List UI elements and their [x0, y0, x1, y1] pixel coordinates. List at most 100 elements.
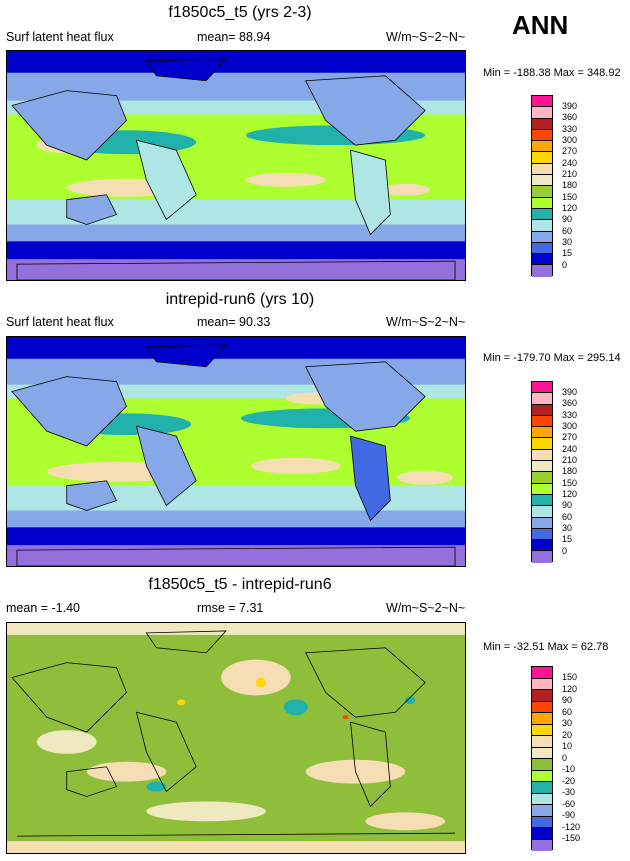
colorbar-box: [532, 713, 552, 725]
colorbar-label: -150: [562, 833, 581, 843]
colorbar-box: [532, 793, 552, 805]
colorbar-box: [532, 186, 552, 198]
panel3-rmse: rmse = 7.31: [197, 601, 264, 615]
colorbar-box: [532, 805, 552, 817]
colorbar-box: [532, 382, 552, 394]
colorbar-label: 240: [562, 158, 578, 168]
colorbar-label: 15: [562, 534, 573, 544]
colorbar-label: 90: [562, 500, 573, 510]
colorbar-box: [532, 528, 552, 541]
colorbar-label: 20: [562, 730, 573, 740]
colorbar-label: 0: [562, 260, 568, 270]
panel1-mean: mean= 88.94: [197, 30, 271, 44]
colorbar-box: [532, 449, 552, 462]
colorbar-box: [532, 461, 552, 473]
colorbar-box: [532, 404, 552, 416]
colorbar-box: [532, 265, 552, 277]
colorbar-label: -10: [562, 764, 576, 774]
colorbar-box: [532, 483, 552, 495]
colorbar-label: -60: [562, 799, 576, 809]
panel3-minmax: Min = -32.51 Max = 62.78: [483, 641, 609, 653]
colorbar-box: [532, 667, 552, 679]
colorbar-box: [532, 759, 552, 771]
panel2-mean: mean= 90.33: [197, 315, 271, 329]
colorbar-label: 330: [562, 124, 578, 134]
colorbar-box: [532, 724, 552, 736]
colorbar-label: 270: [562, 146, 578, 156]
colorbar-box: [532, 197, 552, 209]
panel2-minmax: Min = -179.70 Max = 295.14: [483, 352, 621, 364]
colorbar-label: 390: [562, 101, 578, 111]
panel3-units: W/m~S~2~N~: [386, 601, 466, 615]
colorbar-label: 180: [562, 180, 578, 190]
colorbar-box: [532, 231, 552, 243]
panel3-mean: mean = -1.40: [6, 601, 81, 615]
colorbar-box: [532, 770, 552, 782]
colorbar-label: 150: [562, 478, 578, 488]
colorbar-label: 300: [562, 135, 578, 145]
panel1-map-svg: [7, 51, 465, 280]
panel1-minmax: Min = -188.38 Max = 348.92: [483, 67, 621, 79]
colorbar-label: 240: [562, 444, 578, 454]
colorbar-label: 390: [562, 387, 578, 397]
panel2-title: intrepid-run6 (yrs 10): [165, 291, 315, 308]
colorbar-box: [532, 129, 552, 142]
colorbar-label: 10: [562, 741, 573, 751]
colorbar-label: 360: [562, 398, 578, 408]
colorbar-box: [532, 839, 552, 851]
colorbar-box: [532, 438, 552, 450]
colorbar-box: [532, 118, 552, 130]
colorbar-label: -30: [562, 787, 576, 797]
panel1-field-label: Surf latent heat flux: [6, 30, 114, 44]
colorbar-box: [532, 141, 552, 153]
colorbar-label: 0: [562, 753, 568, 763]
colorbar-label: 180: [562, 466, 578, 476]
colorbar-box: [532, 816, 552, 828]
colorbar-label: 270: [562, 432, 578, 442]
colorbar-label: 30: [562, 237, 573, 247]
colorbar-box: [532, 701, 552, 713]
colorbar-label: 150: [562, 192, 578, 202]
colorbar-box: [532, 254, 552, 266]
colorbar-box: [532, 220, 552, 232]
colorbar-label: 60: [562, 226, 573, 236]
colorbar-box: [532, 242, 552, 255]
colorbar-box: [532, 96, 552, 108]
colorbar-box: [532, 517, 552, 529]
panel3-colorbar: [531, 666, 553, 851]
colorbar-box: [532, 472, 552, 484]
colorbar-box: [532, 415, 552, 428]
season-label: ANN: [512, 10, 569, 40]
colorbar-label: -90: [562, 810, 576, 820]
colorbar-label: 330: [562, 410, 578, 420]
colorbar-label: 30: [562, 718, 573, 728]
colorbar-label: 360: [562, 112, 578, 122]
colorbar-label: -120: [562, 822, 581, 832]
colorbar-label: 150: [562, 672, 578, 682]
colorbar-label: 120: [562, 684, 578, 694]
colorbar-box: [532, 427, 552, 439]
panel2-map: [6, 336, 466, 567]
colorbar-box: [532, 494, 552, 507]
colorbar-label: 90: [562, 695, 573, 705]
colorbar-box: [532, 393, 552, 405]
colorbar-box: [532, 163, 552, 176]
panel1-map: [6, 50, 466, 281]
colorbar-label: 90: [562, 214, 573, 224]
panel3-title: f1850c5_t5 - intrepid-run6: [148, 576, 332, 593]
panel2-field-label: Surf latent heat flux: [6, 315, 114, 329]
colorbar-box: [532, 747, 552, 759]
colorbar-label: 300: [562, 421, 578, 431]
panel1-units: W/m~S~2~N~: [386, 30, 466, 44]
colorbar-label: 210: [562, 169, 578, 179]
panel2-map-svg: [7, 337, 465, 566]
colorbar-label: 30: [562, 523, 573, 533]
colorbar-box: [532, 506, 552, 518]
colorbar-box: [532, 736, 552, 748]
panel1-colorbar: [531, 95, 553, 277]
colorbar-box: [532, 540, 552, 552]
panel1-title: f1850c5_t5 (yrs 2-3): [168, 4, 312, 21]
colorbar-label: 120: [562, 203, 578, 213]
panel2-units: W/m~S~2~N~: [386, 315, 466, 329]
colorbar-box: [532, 828, 552, 840]
